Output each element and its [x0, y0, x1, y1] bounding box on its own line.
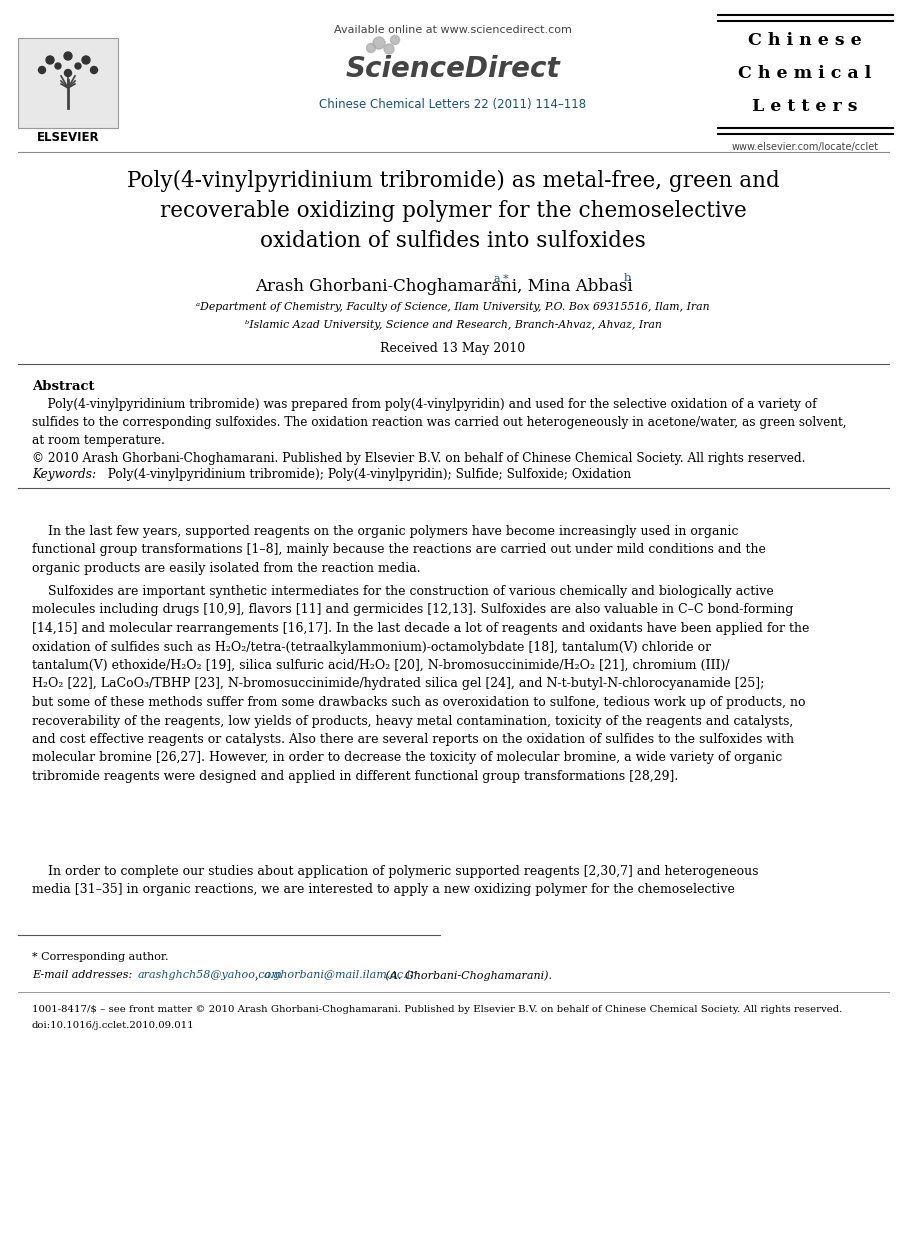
- Text: Keywords:: Keywords:: [32, 468, 96, 482]
- Text: Poly(4-vinylpyridinium tribromide) was prepared from poly(4-vinylpyridin) and us: Poly(4-vinylpyridinium tribromide) was p…: [32, 397, 846, 465]
- Circle shape: [64, 69, 72, 77]
- Circle shape: [82, 56, 90, 64]
- Text: C h e m i c a l: C h e m i c a l: [738, 66, 872, 82]
- Text: Chinese Chemical Letters 22 (2011) 114–118: Chinese Chemical Letters 22 (2011) 114–1…: [319, 98, 587, 111]
- Text: Abstract: Abstract: [32, 380, 94, 392]
- Text: ᵃDepartment of Chemistry, Faculty of Science, Ilam University, P.O. Box 69315516: ᵃDepartment of Chemistry, Faculty of Sci…: [196, 302, 710, 312]
- Text: * Corresponding author.: * Corresponding author.: [32, 952, 169, 962]
- Circle shape: [373, 37, 385, 50]
- Text: www.elsevier.com/locate/cclet: www.elsevier.com/locate/cclet: [731, 142, 879, 152]
- Circle shape: [46, 56, 54, 64]
- Circle shape: [391, 36, 399, 45]
- Circle shape: [366, 43, 375, 52]
- Text: (A. Ghorbani-Choghamarani).: (A. Ghorbani-Choghamarani).: [382, 971, 552, 980]
- Text: C h i n e s e: C h i n e s e: [748, 32, 862, 50]
- Text: Available online at www.sciencedirect.com: Available online at www.sciencedirect.co…: [334, 25, 572, 35]
- Text: Sulfoxides are important synthetic intermediates for the construction of various: Sulfoxides are important synthetic inter…: [32, 586, 809, 782]
- Circle shape: [75, 63, 81, 69]
- Text: L e t t e r s: L e t t e r s: [752, 98, 858, 115]
- Text: oxidation of sulfides into sulfoxides: oxidation of sulfides into sulfoxides: [260, 230, 646, 253]
- Text: In order to complete our studies about application of polymeric supported reagen: In order to complete our studies about a…: [32, 865, 758, 896]
- Text: Poly(4-vinylpyridinium tribromide) as metal-free, green and: Poly(4-vinylpyridinium tribromide) as me…: [127, 170, 779, 192]
- Text: Arash Ghorbani-Choghamarani: Arash Ghorbani-Choghamarani: [255, 279, 517, 295]
- Text: E-mail addresses:: E-mail addresses:: [32, 971, 136, 980]
- Text: Poly(4-vinylpyridinium tribromide); Poly(4-vinylpyridin); Sulfide; Sulfoxide; Ox: Poly(4-vinylpyridinium tribromide); Poly…: [100, 468, 631, 482]
- Text: a.ghorbani@mail.ilam.ac.ir: a.ghorbani@mail.ilam.ac.ir: [264, 971, 416, 980]
- Text: recoverable oxidizing polymer for the chemoselective: recoverable oxidizing polymer for the ch…: [160, 201, 746, 222]
- Text: , Mina Abbasi: , Mina Abbasi: [517, 279, 632, 295]
- Text: ELSEVIER: ELSEVIER: [36, 131, 99, 144]
- Text: In the last few years, supported reagents on the organic polymers have become in: In the last few years, supported reagent…: [32, 525, 766, 574]
- Text: Received 13 May 2010: Received 13 May 2010: [380, 342, 526, 355]
- Text: a,*: a,*: [493, 274, 509, 284]
- Text: b: b: [624, 274, 631, 284]
- Text: arashghch58@yahoo.com: arashghch58@yahoo.com: [138, 971, 283, 980]
- Circle shape: [55, 63, 61, 69]
- Text: 1001-8417/$ – see front matter © 2010 Arash Ghorbani-Choghamarani. Published by : 1001-8417/$ – see front matter © 2010 Ar…: [32, 1005, 843, 1014]
- Text: doi:10.1016/j.cclet.2010.09.011: doi:10.1016/j.cclet.2010.09.011: [32, 1021, 195, 1030]
- Circle shape: [384, 45, 394, 54]
- Circle shape: [38, 67, 45, 73]
- Text: ScienceDirect: ScienceDirect: [346, 54, 561, 83]
- Text: ,: ,: [255, 971, 262, 980]
- Circle shape: [91, 67, 97, 73]
- Bar: [18, 38, 118, 128]
- Circle shape: [64, 52, 72, 59]
- Text: ᵇIslamic Azad University, Science and Research, Branch-Ahvaz, Ahvaz, Iran: ᵇIslamic Azad University, Science and Re…: [245, 319, 661, 331]
